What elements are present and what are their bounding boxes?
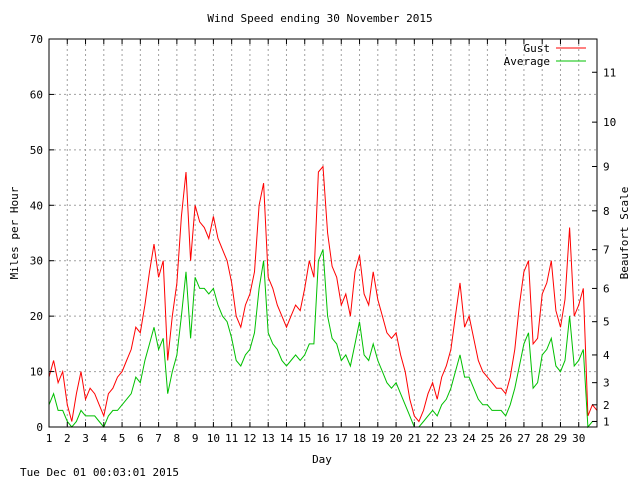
y-tick-label: 60 [30,88,43,101]
grid-layer [49,39,597,427]
x-tick-label: 21 [408,432,421,445]
x-tick-label: 10 [207,432,220,445]
chart-title: Wind Speed ending 30 November 2015 [207,12,432,25]
x-tick-label: 22 [426,432,439,445]
series-line-gust [48,165,598,423]
y-axis-label: Miles per Hour [8,186,21,279]
x-tick-label: 17 [335,432,348,445]
x-tick-label: 11 [225,432,238,445]
x-tick-label: 19 [371,432,384,445]
series-layer [48,165,598,429]
y-tick-label: 40 [30,199,43,212]
x-tick-label: 7 [155,432,162,445]
x-tick-label: 9 [192,432,199,445]
x-tick-label: 25 [481,432,494,445]
beaufort-tick-label: 11 [603,66,616,79]
x-tick-labels: 1 2 3 4 5 6 7 8 9 10 11 12 13 14 15 16 17 18 19 20 21 22 23 24 2… [46,432,586,445]
x-tick-label: 4 [100,432,107,445]
x-tick-label: 2 [64,432,71,445]
x-tick-label: 28 [536,432,549,445]
x-tick-label: 8 [174,432,181,445]
beaufort-tick-label: 10 [603,116,616,129]
y-tick-label: 10 [30,366,43,379]
x-tick-label: 24 [463,432,477,445]
series-line-average [48,249,597,429]
beaufort-axis-label: Beaufort Scale [618,187,631,280]
beaufort-tick-label: 6 [603,282,610,295]
footer-timestamp: Tue Dec 01 00:03:01 2015 [20,466,179,479]
x-tick-label: 14 [280,432,294,445]
y-tick-label: 50 [30,144,43,157]
x-tick-label: 30 [572,432,585,445]
x-tick-label: 6 [137,432,144,445]
legend-label-gust: Gust [524,42,551,55]
y-tick-label: 0 [36,421,43,434]
x-tick-label: 20 [389,432,402,445]
plot-frame [48,38,598,428]
x-axis-label: Day [312,453,332,466]
x-tick-label: 13 [262,432,275,445]
y-tick-label: 20 [30,310,43,323]
y-tick-label: 30 [30,255,43,268]
x-tick-label: 27 [517,432,530,445]
beaufort-tick-labels: 1 2 3 4 5 6 7 8 9 10 11 [603,66,616,428]
tick-layer [48,38,597,428]
x-tick-label: 1 [46,432,53,445]
x-tick-label: 15 [298,432,311,445]
x-tick-label: 23 [444,432,457,445]
beaufort-tick-label: 5 [603,316,610,329]
y-tick-label: 70 [30,33,43,46]
beaufort-tick-label: 8 [603,205,610,218]
beaufort-tick-label: 2 [603,399,610,412]
beaufort-tick-label: 1 [603,415,610,428]
x-tick-label: 26 [499,432,512,445]
beaufort-tick-label: 7 [603,244,610,257]
x-tick-label: 12 [243,432,256,445]
legend: Gust Average [504,42,586,68]
legend-label-average: Average [504,55,550,68]
x-tick-label: 18 [353,432,366,445]
x-tick-label: 29 [554,432,567,445]
x-tick-label: 16 [316,432,329,445]
x-tick-label: 5 [119,432,126,445]
y-tick-labels: 0 10 20 30 40 50 60 70 [30,33,43,434]
beaufort-tick-label: 4 [603,349,610,362]
x-tick-label: 3 [82,432,89,445]
beaufort-tick-label: 3 [603,377,610,390]
beaufort-tick-label: 9 [603,160,610,173]
